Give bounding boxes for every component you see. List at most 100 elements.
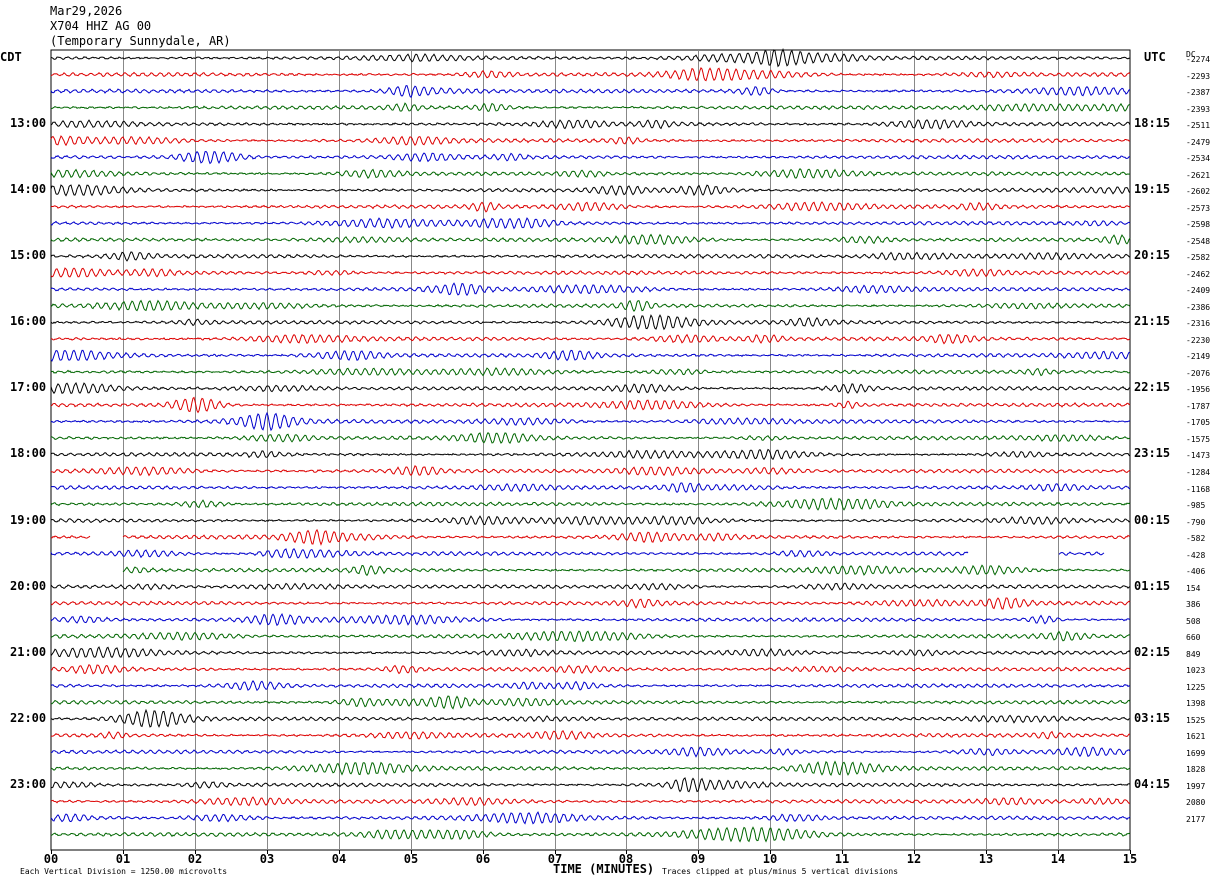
header-station: X704 HHZ AG 00: [50, 19, 152, 33]
dc-offset-value: 386: [1186, 600, 1201, 610]
trace-row-19: [50, 367, 1131, 377]
dc-offset-value: -2534: [1186, 154, 1210, 164]
dc-offset-value: -2582: [1186, 253, 1210, 263]
dc-offset-value: 1997: [1186, 781, 1206, 791]
dc-offset-value: 1398: [1186, 699, 1206, 709]
dc-offset-value: 1525: [1186, 715, 1206, 725]
trace-row-18: [50, 349, 1131, 362]
dc-offset-value: 1699: [1186, 748, 1206, 758]
x-tick-label: 12: [906, 852, 922, 866]
trace-row-34: [50, 613, 1131, 627]
dc-offset-value: -428: [1186, 550, 1206, 560]
header-date: Mar29,2026: [50, 4, 123, 18]
dc-offset-value: -2462: [1186, 269, 1210, 279]
right-hour-label: 21:15: [1134, 314, 1171, 329]
right-hour-label: 20:15: [1134, 248, 1171, 263]
x-tick-label: 05: [403, 852, 419, 866]
trace-row-10: [50, 217, 1131, 230]
trace-row-40: [50, 708, 1131, 728]
trace-row-27: [50, 497, 1131, 511]
trace-row-44: [50, 777, 1131, 793]
right-hour-label: 23:15: [1134, 446, 1171, 461]
trace-row-14: [50, 282, 1131, 297]
dc-offset-value: -2598: [1186, 220, 1210, 230]
dc-offset-value: 1225: [1186, 682, 1206, 692]
trace-row-12: [50, 251, 1131, 262]
dc-offset-value: -406: [1186, 567, 1206, 577]
trace-row-47: [50, 826, 1131, 843]
dc-offset-value: -2387: [1186, 88, 1210, 98]
dc-offset-value: -2274: [1186, 55, 1210, 64]
left-hour-label: 16:00: [10, 314, 47, 329]
trace-row-42: [51, 746, 1131, 758]
dc-offset-value: -2602: [1186, 187, 1210, 197]
dc-offset-value: -2511: [1186, 121, 1210, 131]
trace-row-37: [50, 663, 1131, 675]
x-tick-label: 00: [43, 852, 59, 866]
trace-row-1: [50, 66, 1131, 82]
left-hour-label: 18:00: [10, 446, 47, 461]
x-tick-label: 13: [978, 852, 994, 866]
trace-row-26: [50, 482, 1131, 494]
x-tick-label: 09: [690, 852, 706, 866]
x-tick-label: 10: [762, 852, 778, 866]
dc-offset-value: 154: [1186, 583, 1201, 593]
x-tick-label: 08: [618, 852, 634, 866]
dc-offset-value: 508: [1186, 616, 1201, 626]
dc-offset-value: -2386: [1186, 302, 1210, 312]
trace-row-5: [50, 135, 1131, 147]
x-axis-title: TIME (MINUTES): [553, 862, 655, 876]
dc-offset-value: -582: [1186, 534, 1206, 544]
dc-offset-value: -2293: [1186, 71, 1210, 81]
trace-row-20: [50, 381, 1131, 395]
trace-row-21: [50, 396, 1131, 414]
dc-offset-value: -2393: [1186, 104, 1210, 114]
x-tick-label: 06: [475, 852, 491, 866]
header-location: (Temporary Sunnydale, AR): [50, 34, 231, 48]
trace-row-35: [50, 630, 1131, 643]
right-hour-label: 00:15: [1134, 512, 1171, 527]
left-hour-label: 22:00: [10, 710, 47, 725]
dc-offset-value: 1621: [1186, 732, 1206, 742]
dc-offset-value: -2230: [1186, 335, 1210, 345]
trace-row-17: [50, 333, 1131, 345]
x-tick-label: 04: [331, 852, 347, 866]
dc-offset-value: -1168: [1186, 484, 1210, 494]
right-hour-label: 04:15: [1134, 776, 1171, 791]
left-hour-label: 14:00: [10, 182, 47, 197]
x-tick-label: 02: [187, 852, 203, 866]
trace-row-16: [50, 314, 1131, 331]
dc-offset-value: -2479: [1186, 137, 1210, 147]
footer-scale: Each Vertical Division = 1250.00 microvo…: [20, 867, 228, 876]
left-hour-label: 15:00: [10, 248, 47, 263]
dc-offset-value: -790: [1186, 517, 1206, 527]
x-tick-label: 07: [547, 852, 563, 866]
trace-row-33: [50, 597, 1131, 610]
trace-row-39: [50, 695, 1131, 710]
dc-offset-value: -2316: [1186, 319, 1210, 329]
right-timezone: UTC: [1144, 50, 1166, 64]
footer-clip: Traces clipped at plus/minus 5 vertical …: [662, 867, 899, 876]
trace-row-2: [50, 85, 1131, 99]
trace-row-4: [50, 119, 1131, 130]
trace-row-13: [50, 267, 1131, 278]
trace-row-22: [50, 411, 1131, 432]
left-hour-label: 21:00: [10, 644, 47, 659]
dc-offset-value: -1575: [1186, 434, 1210, 444]
dc-offset-value: 1828: [1186, 765, 1206, 775]
trace-row-41: [50, 730, 1131, 741]
trace-row-28: [50, 515, 1131, 526]
dc-offset-value: -1284: [1186, 468, 1210, 477]
trace-row-0: [50, 47, 1131, 68]
x-tick-label: 15: [1122, 852, 1138, 866]
dc-offset-value: -2409: [1186, 286, 1210, 296]
trace-row-30: [51, 549, 1130, 558]
plot-frame: [50, 49, 1131, 851]
x-tick-label: 11: [834, 852, 850, 866]
trace-row-43: [50, 760, 1131, 776]
trace-row-8: [50, 184, 1131, 197]
dc-offset-value: -1473: [1186, 451, 1210, 461]
right-hour-label: 01:15: [1134, 578, 1171, 593]
right-hour-label: 02:15: [1134, 644, 1171, 659]
